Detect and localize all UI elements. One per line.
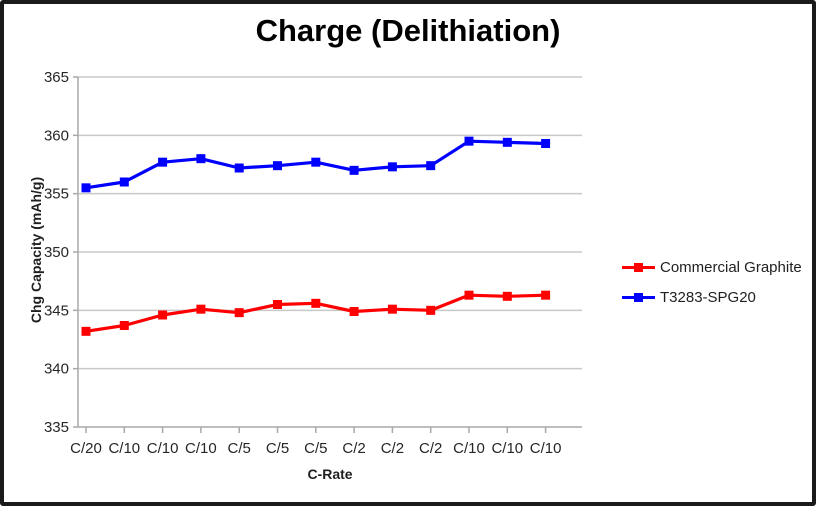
y-tick-label: 350 [44, 244, 69, 261]
data-point-marker [464, 290, 474, 300]
x-tick-label: C/2 [342, 440, 365, 457]
legend-item: T3283-SPG20 [622, 282, 802, 312]
data-point-marker [387, 162, 397, 172]
x-tick-label: C/2 [419, 440, 442, 457]
y-tick-label: 360 [44, 127, 69, 144]
x-tick-label: C/5 [266, 440, 289, 457]
data-point-marker [234, 163, 244, 173]
x-tick-label: C/5 [304, 440, 327, 457]
y-tick-label: 345 [44, 302, 69, 319]
legend-marker-icon [622, 292, 655, 302]
data-point-marker [387, 304, 397, 314]
data-point-marker [464, 136, 474, 146]
data-point-marker [273, 300, 282, 309]
data-point-marker [311, 157, 321, 167]
data-point-marker [541, 290, 551, 300]
data-point-marker [119, 177, 129, 187]
x-tick-label: C/2 [381, 440, 404, 457]
x-tick-label: C/20 [70, 440, 102, 457]
y-axis-title: Chg Capacity (mAh/g) [28, 176, 44, 324]
data-point-marker [81, 326, 91, 336]
data-point-marker [196, 154, 206, 164]
legend-item: Commercial Graphite [622, 252, 802, 282]
data-point-marker [311, 298, 321, 308]
data-point-marker [426, 161, 436, 171]
legend-label: T3283-SPG20 [660, 288, 756, 306]
data-point-marker [426, 305, 436, 315]
legend-marker-icon [622, 262, 655, 272]
data-point-marker [158, 310, 168, 320]
data-point-marker [502, 137, 512, 147]
y-tick-label: 340 [44, 361, 69, 378]
data-point-marker [81, 183, 91, 193]
y-tick-label: 355 [44, 186, 69, 203]
x-tick-label: C/10 [530, 440, 562, 457]
data-point-marker [273, 161, 282, 171]
y-tick-label: 335 [44, 419, 69, 436]
data-point-marker [349, 307, 359, 316]
data-point-marker [234, 308, 244, 318]
legend: Commercial Graphite T3283-SPG20 [622, 252, 802, 312]
x-tick-label: C/10 [147, 440, 179, 457]
chart-title: Charge (Delithiation) [255, 13, 561, 48]
data-point-marker [119, 321, 129, 330]
x-tick-label: C/10 [185, 440, 217, 457]
data-point-marker [502, 291, 512, 301]
x-tick-label: C/5 [228, 440, 251, 457]
legend-label: Commercial Graphite [660, 258, 802, 276]
data-point-marker [158, 157, 168, 167]
data-point-marker [541, 139, 551, 148]
x-tick-label: C/10 [491, 440, 523, 457]
y-tick-label: 365 [44, 69, 69, 86]
x-tick-label: C/10 [108, 440, 140, 457]
x-axis-title: C-Rate [307, 466, 353, 482]
data-point-marker [349, 165, 359, 175]
data-point-marker [196, 304, 206, 314]
x-tick-label: C/10 [453, 440, 485, 457]
